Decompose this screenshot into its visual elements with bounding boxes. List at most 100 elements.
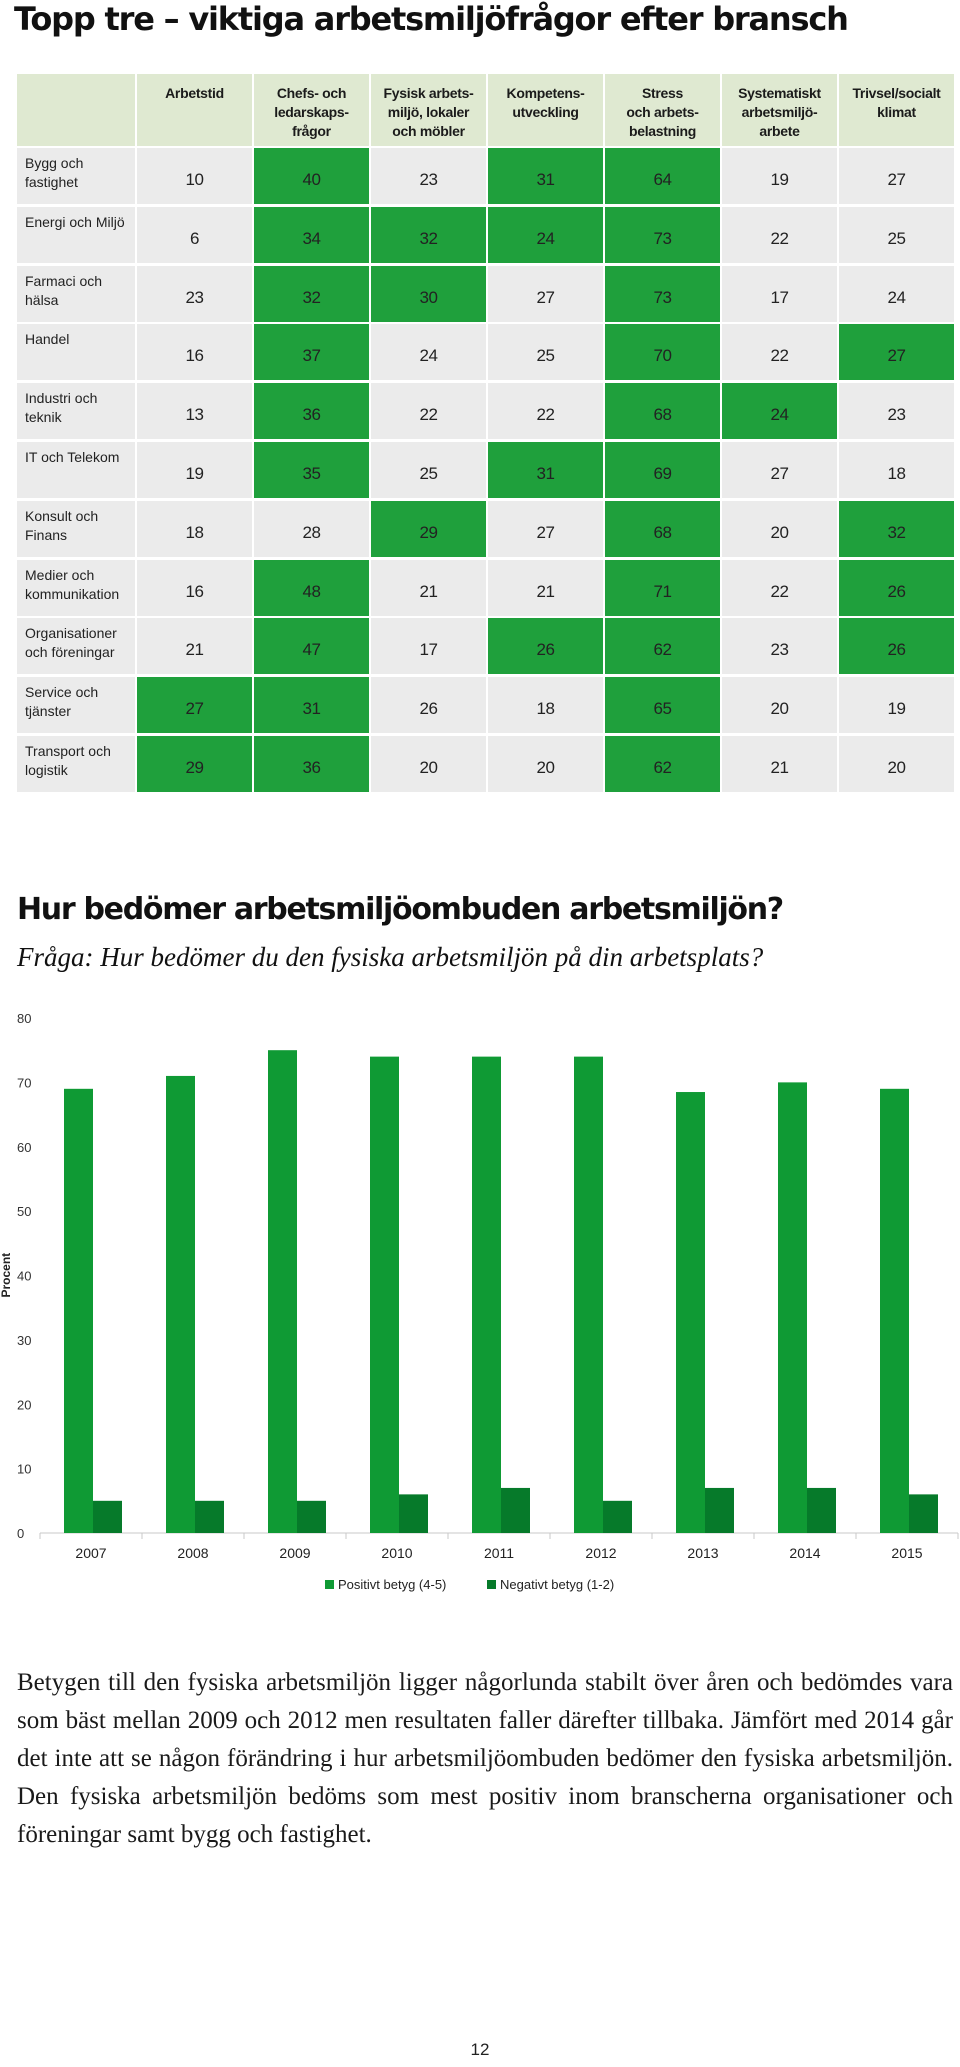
bar-positive — [676, 1092, 705, 1533]
bar-positive — [574, 1056, 603, 1533]
y-tick-label: 70 — [17, 1075, 31, 1090]
cell-value: 21 — [185, 640, 204, 660]
cell-value: 26 — [887, 581, 906, 601]
cell-value: 31 — [536, 170, 555, 189]
table-cell: 24 — [371, 324, 486, 381]
x-tick-label: 2012 — [585, 1545, 616, 1561]
page-title: Topp tre – viktiga arbetsmiljöfrågor eft… — [14, 0, 849, 38]
table-cell: 24 — [488, 206, 603, 263]
table-cell: 22 — [722, 324, 837, 381]
page-number: 12 — [470, 2040, 490, 2059]
table-cell: 68 — [605, 500, 720, 557]
table-cell: 36 — [254, 383, 369, 440]
table-cell: 26 — [488, 618, 603, 675]
cell-value: 16 — [185, 346, 204, 366]
table-cell: 6 — [137, 206, 252, 263]
x-tick-label: 2011 — [484, 1545, 514, 1561]
table-cell: 27 — [488, 265, 603, 322]
cell-value: 26 — [419, 699, 438, 719]
cell-value: 31 — [536, 464, 555, 483]
table-row: Industri och teknik 13 36 22 22 68 24 23 — [17, 383, 955, 440]
cell-value: 73 — [653, 287, 672, 307]
legend-label: Positivt betyg (4-5) — [338, 1577, 446, 1592]
bar-negative — [93, 1500, 122, 1533]
table-cell: 20 — [371, 736, 486, 792]
section-title: Hur bedömer arbetsmiljöombuden arbetsmil… — [17, 892, 784, 927]
table-cell: 27 — [488, 500, 603, 557]
row-label: Konsult och Finans — [17, 500, 135, 557]
column-header: Systematiskt arbetsmiljö- arbete — [722, 74, 837, 146]
cell-value: 28 — [302, 522, 321, 542]
cell-value: 26 — [536, 640, 555, 660]
cell-value: 22 — [419, 405, 438, 425]
table-row: Transport och logistik 29 36 20 20 62 21 20 — [17, 736, 955, 792]
cell-value: 36 — [302, 758, 321, 777]
cell-value: 27 — [536, 522, 555, 542]
table-row: Energi och Miljö 6 34 32 24 73 22 25 — [17, 206, 955, 263]
table-cell: 32 — [371, 206, 486, 263]
bar-negative — [399, 1494, 428, 1533]
table-row: IT och Telekom 19 35 25 31 69 27 18 — [17, 442, 955, 498]
table-cell: 23 — [137, 265, 252, 322]
cell-value: 25 — [419, 464, 438, 483]
table-cell: 25 — [371, 442, 486, 498]
column-header: Fysisk arbets- miljö, lokaler och möbler — [371, 74, 486, 146]
table-cell: 20 — [722, 500, 837, 557]
table-row: Organisationer och föreningar 21 47 17 26 62 2… — [17, 618, 955, 675]
cell-value: 24 — [770, 405, 789, 425]
table-cell: 34 — [254, 206, 369, 263]
table-row: Konsult och Finans 18 28 29 27 68 20 32 — [17, 500, 955, 557]
row-label: IT och Telekom — [17, 442, 135, 498]
body-paragraph: Betygen till den fysiska arbetsmiljön li… — [17, 1669, 953, 1848]
column-header: Arbetstid — [137, 74, 252, 146]
y-tick-label: 40 — [17, 1269, 31, 1284]
row-label: Handel — [17, 324, 135, 381]
table-cell: 18 — [488, 677, 603, 734]
table-cell: 35 — [254, 442, 369, 498]
cell-value: 18 — [536, 699, 555, 719]
cell-value: 27 — [536, 287, 555, 307]
cell-value: 20 — [770, 522, 789, 542]
bar-negative — [501, 1487, 530, 1533]
cell-value: 37 — [302, 346, 321, 366]
cell-value: 17 — [419, 640, 438, 660]
bar-chart: 0 10 20 30 40 50 60 70 80 Procent 2007 2008 2009 2010… — [0, 1011, 959, 1592]
cell-value: 23 — [770, 640, 789, 660]
table-cell: 73 — [605, 265, 720, 322]
table-cell: 10 — [137, 148, 252, 204]
cell-value: 21 — [419, 581, 438, 601]
cell-value: 20 — [887, 758, 906, 777]
table-cell: 22 — [722, 206, 837, 263]
table-cell: 37 — [254, 324, 369, 381]
table-cell: 62 — [605, 736, 720, 792]
y-tick-label: 0 — [17, 1526, 24, 1541]
cell-value: 24 — [887, 287, 906, 307]
cell-value: 24 — [536, 228, 555, 248]
row-label: Farmaci och hälsa — [17, 265, 135, 322]
cell-value: 29 — [419, 522, 438, 542]
cell-value: 40 — [302, 170, 321, 189]
cell-value: 29 — [185, 758, 204, 777]
table-cell: 71 — [605, 559, 720, 616]
table-cell: 24 — [839, 265, 954, 322]
cell-value: 10 — [185, 170, 204, 189]
table-header-row: Arbetstid Chefs- och ledarskaps- frågor Fy… — [17, 74, 955, 146]
cell-value: 31 — [302, 699, 321, 719]
table-cell: 19 — [839, 677, 954, 734]
table-cell: 21 — [488, 559, 603, 616]
table-cell: 13 — [137, 383, 252, 440]
table-cell: 16 — [137, 324, 252, 381]
bar-negative — [909, 1494, 938, 1533]
table-cell: 69 — [605, 442, 720, 498]
cell-value: 22 — [770, 346, 789, 366]
cell-value: 47 — [302, 640, 321, 660]
y-axis-label: Procent — [0, 1253, 13, 1298]
cell-value: 36 — [302, 405, 321, 425]
row-label: Service och tjänster — [17, 677, 135, 734]
cell-value: 18 — [887, 464, 906, 483]
table-cell: 73 — [605, 206, 720, 263]
table-cell: 31 — [488, 442, 603, 498]
cell-value: 22 — [770, 228, 789, 248]
bar-positive — [268, 1050, 297, 1533]
cell-value: 70 — [653, 346, 672, 366]
